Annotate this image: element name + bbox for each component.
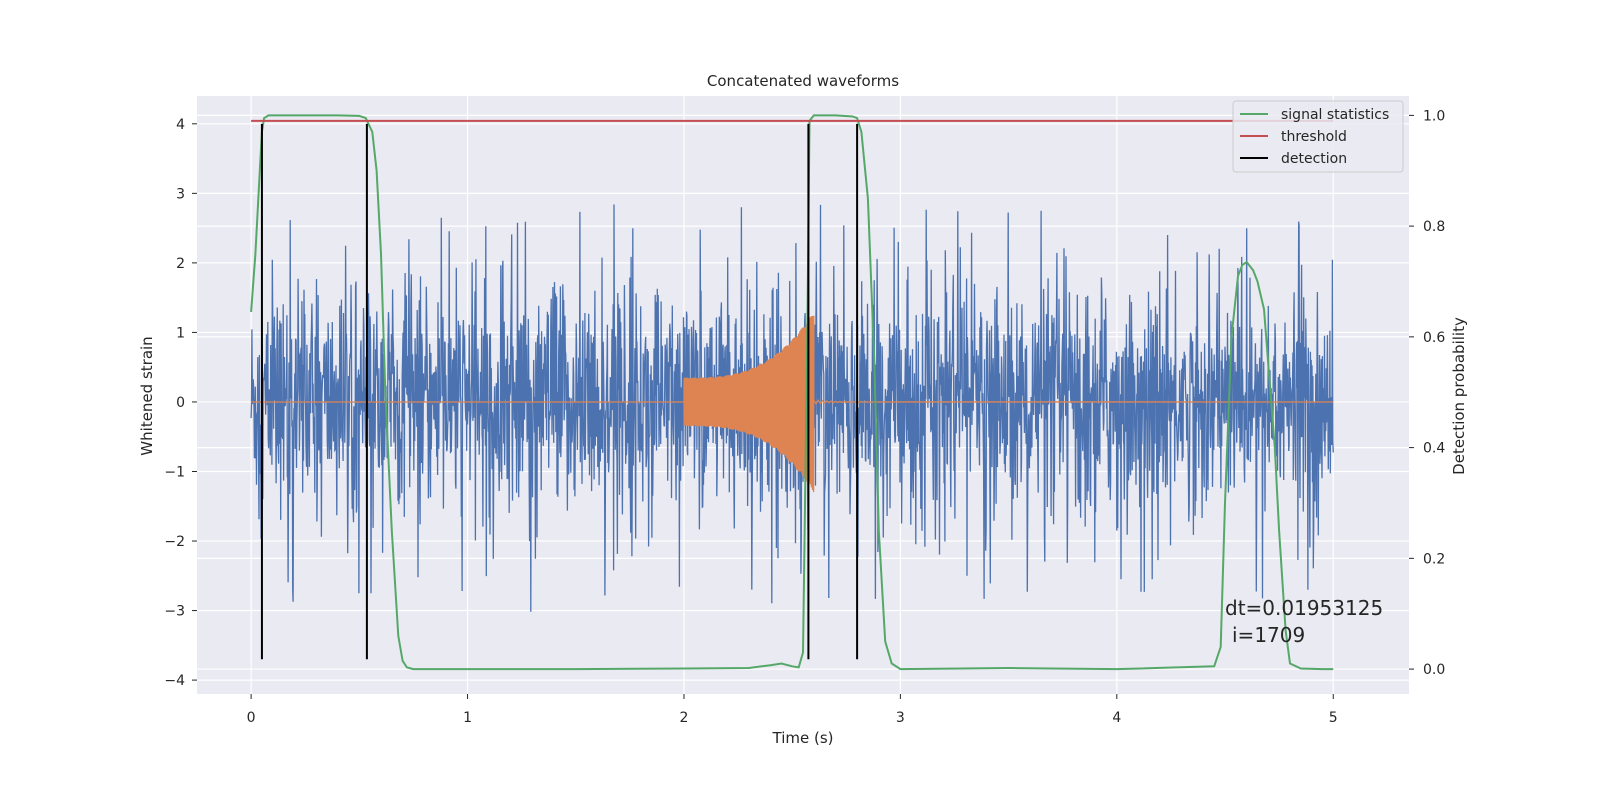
x-axis: 0 1 2 3 4 5 (247, 694, 1338, 726)
legend-label-threshold: threshold (1281, 129, 1347, 145)
yl-tick-label: −3 (164, 604, 185, 620)
x-tick-label: 0 (247, 710, 256, 726)
yl-tick-label: 2 (176, 256, 185, 272)
y-axis-right-label: Detection probability (1450, 317, 1468, 475)
legend-label-detection: detection (1281, 151, 1347, 167)
yl-tick-label: 0 (176, 395, 185, 411)
x-tick-label: 5 (1329, 710, 1338, 726)
legend: signal statistics threshold detection (1232, 100, 1404, 173)
legend-label-signal-statistics: signal statistics (1281, 107, 1389, 123)
yr-tick-label: 0.4 (1423, 441, 1445, 457)
y-axis-left: −4 −3 −2 −1 0 1 2 3 4 (164, 117, 197, 689)
yl-tick-label: −4 (164, 673, 185, 689)
chart-title: Concatenated waveforms (707, 72, 899, 90)
detection-series (260, 123, 859, 660)
x-tick-label: 2 (680, 710, 689, 726)
y-axis-right: 0.0 0.2 0.4 0.6 0.8 1.0 (1409, 108, 1445, 678)
injection-series (251, 315, 1334, 493)
x-tick-label: 3 (896, 710, 905, 726)
yr-tick-label: 0.2 (1423, 551, 1445, 567)
x-axis-label: Time (s) (772, 729, 834, 747)
y-axis-left-label: Whitened strain (138, 336, 156, 455)
legend-box (1232, 100, 1404, 173)
annotation-dt: dt=0.01953125 (1225, 596, 1383, 620)
yr-tick-label: 1.0 (1423, 108, 1445, 124)
yr-tick-label: 0.6 (1423, 330, 1445, 346)
x-tick-label: 4 (1112, 710, 1121, 726)
annotation-i: i=1709 (1232, 623, 1305, 647)
yr-tick-label: 0.8 (1423, 219, 1445, 235)
yl-tick-label: 1 (176, 325, 185, 341)
yr-tick-label: 0.0 (1423, 662, 1445, 678)
injection-line (251, 315, 1334, 493)
yl-tick-label: −2 (164, 534, 185, 550)
yl-tick-label: 4 (176, 117, 185, 133)
yl-tick-label: −1 (164, 464, 185, 480)
yl-tick-label: 3 (176, 186, 185, 202)
x-tick-label: 1 (463, 710, 472, 726)
